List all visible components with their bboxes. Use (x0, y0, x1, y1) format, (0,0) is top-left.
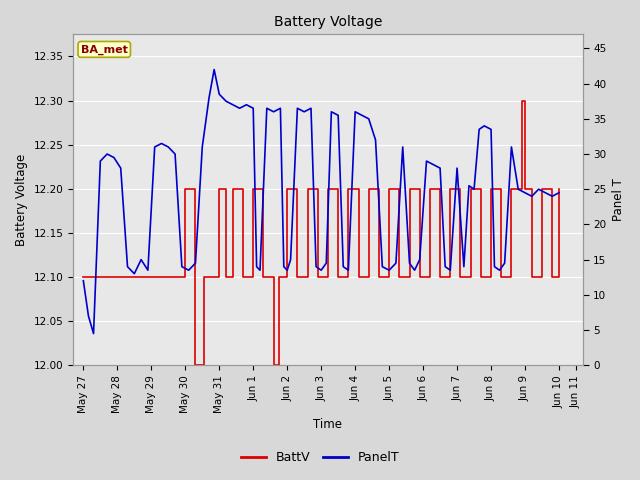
X-axis label: Time: Time (314, 419, 342, 432)
Title: Battery Voltage: Battery Voltage (274, 15, 382, 29)
Legend: BattV, PanelT: BattV, PanelT (236, 446, 404, 469)
Y-axis label: Battery Voltage: Battery Voltage (15, 154, 28, 246)
Text: BA_met: BA_met (81, 44, 127, 55)
Y-axis label: Panel T: Panel T (612, 179, 625, 221)
